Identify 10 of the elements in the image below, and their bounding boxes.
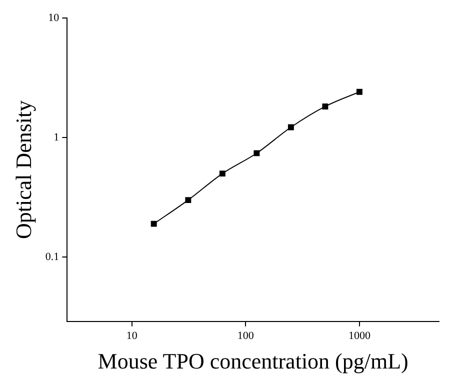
y-tick-label: 1 [54,131,60,144]
y-axis-title: Optical Density [10,100,36,240]
point [150,220,157,227]
y-tick-label: 0.1 [45,251,60,264]
x-tick-label: 1000 [348,330,371,342]
x-axis-title: Mouse TPO concentration (pg/mL) [98,348,408,374]
x-tick-label: 100 [237,330,254,342]
point [356,88,362,95]
x-tick-label: 10 [126,330,138,342]
y-tick-label: 10 [48,12,60,24]
